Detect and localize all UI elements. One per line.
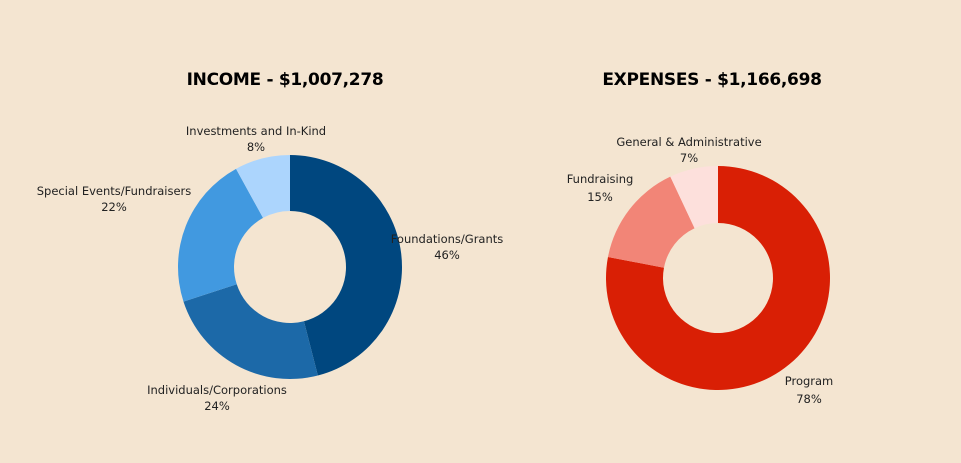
slice-foundations-grants — [290, 155, 403, 376]
expenses-title: EXPENSES - $1,166,698 — [602, 70, 822, 90]
slice-special-events-fundraisers — [178, 168, 264, 302]
slice-fundraising — [607, 176, 695, 268]
label-general-administrative: General & Administrative 7% — [616, 135, 762, 165]
slice-investments-and-in-kind — [236, 155, 290, 218]
slice-program — [606, 166, 831, 390]
label-fundraising: Fundraising 15% — [566, 172, 634, 204]
slice-general-administrative — [670, 166, 718, 229]
slice-individuals-corporations — [183, 284, 318, 379]
label-special-events: Special Events/Fundraisers 22% — [36, 184, 192, 214]
label-program: Program 78% — [784, 374, 834, 406]
label-individuals-corporations: Individuals/Corporations 24% — [147, 383, 287, 413]
label-investments: Investments and In-Kind 8% — [185, 124, 327, 154]
label-foundations-grants: Foundations/Grants 46% — [390, 232, 504, 262]
income-title: INCOME - $1,007,278 — [186, 70, 384, 90]
